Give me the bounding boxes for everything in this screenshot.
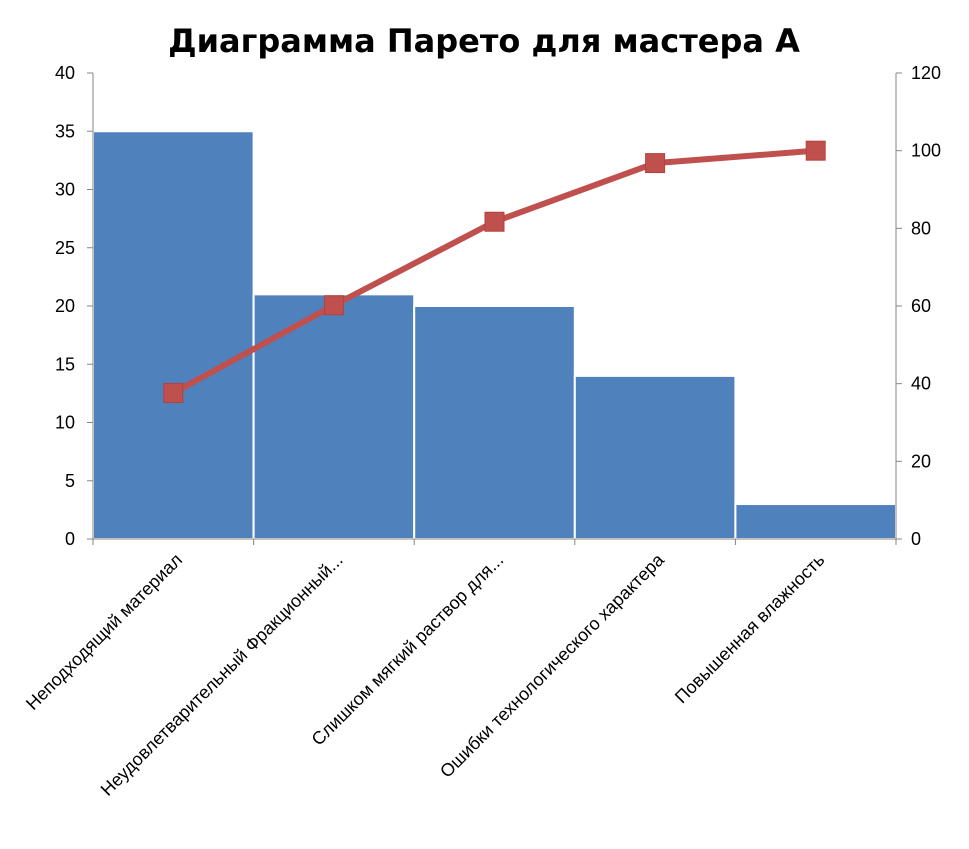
y-tick-label-left: 10: [55, 413, 75, 433]
cumulative-marker: [805, 140, 826, 161]
plot-area: 0 5 10 15 20 25 30 35 40 0 20 40 60 80 100 120 Неподходя…: [22, 63, 941, 800]
bar: [92, 130, 255, 540]
y-tick-label-left: 20: [55, 296, 75, 316]
chart-title: Диаграмма Парето для мастера А: [168, 22, 800, 60]
y-tick-label-left: 5: [65, 471, 75, 491]
y-tick-label-left: 30: [55, 180, 75, 200]
y-tick-label-left: 40: [55, 63, 75, 83]
y-tick-label-right: 100: [911, 141, 941, 161]
bar: [413, 305, 576, 540]
cumulative-marker: [645, 153, 666, 174]
bar: [573, 374, 737, 540]
cumulative-marker: [323, 295, 344, 316]
y-tick-label-right: 0: [911, 529, 921, 549]
y-tick-label-left: 25: [55, 238, 75, 258]
x-category-label: Слишком мягкий раствор для...: [308, 550, 508, 750]
y-tick-label-left: 35: [55, 121, 75, 141]
y-tick-label-left: 15: [55, 354, 75, 374]
y-tick-label-right: 20: [911, 451, 931, 471]
y-tick-label-right: 80: [911, 218, 931, 238]
y-tick-label-left: 0: [65, 529, 75, 549]
cumulative-marker: [163, 382, 184, 403]
x-category-label: Повышенная влажность: [671, 550, 829, 708]
y-tick-label-right: 120: [911, 63, 941, 83]
bar: [734, 503, 898, 540]
x-category-label: Неподходящий материал: [22, 550, 186, 714]
y-tick-label-right: 40: [911, 374, 931, 394]
y-tick-label-right: 60: [911, 296, 931, 316]
bar: [252, 293, 416, 540]
cumulative-marker: [484, 211, 505, 232]
